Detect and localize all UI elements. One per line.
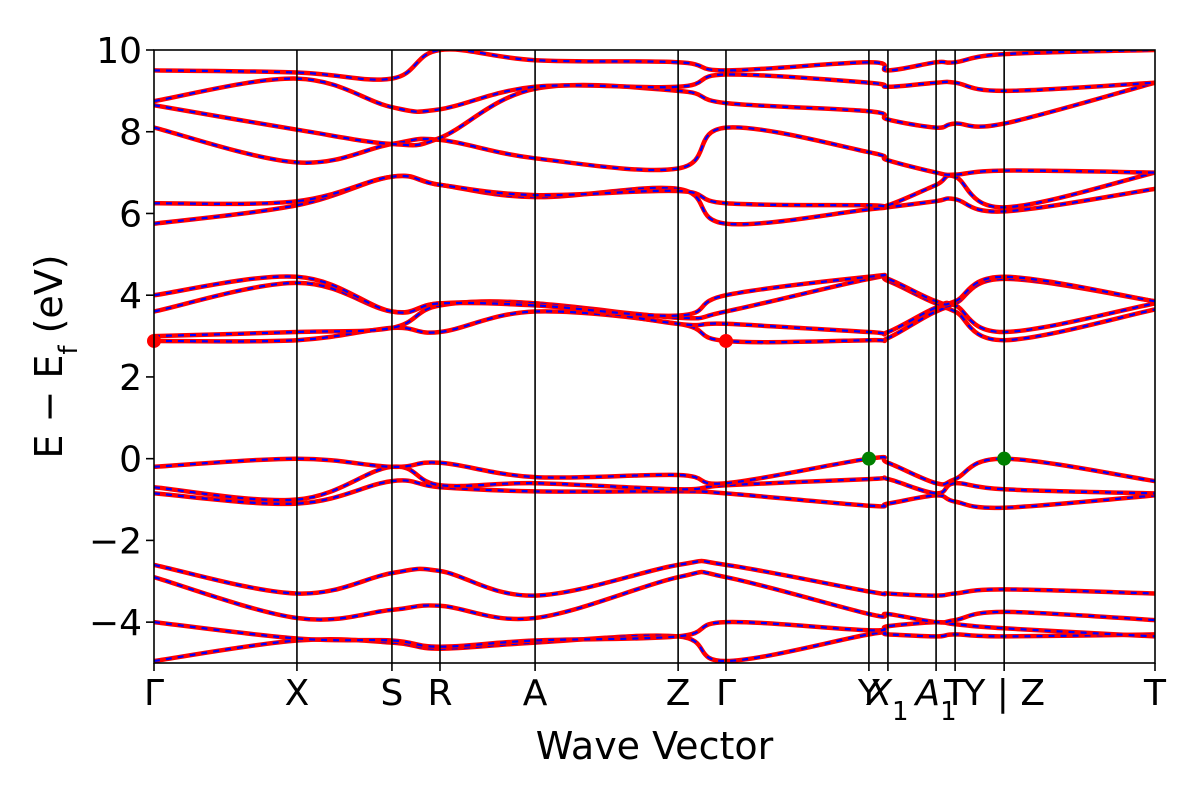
y-tick-label: −4 xyxy=(89,603,142,644)
x-tick-label: S xyxy=(381,673,404,714)
band-1-spin-down xyxy=(154,620,1155,648)
x-tick-label: Y | Z xyxy=(962,673,1045,714)
band-8-spin-down xyxy=(154,300,1155,338)
y-tick-label: 6 xyxy=(119,194,142,235)
y-axis-label-sub: f xyxy=(54,345,84,355)
x-tick-label: R xyxy=(427,673,452,714)
y-tick-label: 2 xyxy=(119,358,142,399)
x-tick-label: T xyxy=(943,673,967,714)
x-tick-label: Γ xyxy=(716,673,736,714)
y-tick-label: 0 xyxy=(119,440,142,481)
y-tick-label: 4 xyxy=(119,276,142,317)
band-6-spin-down xyxy=(154,456,1155,486)
x-tick-label: X xyxy=(285,673,310,714)
plot-frame xyxy=(153,49,1156,664)
y-axis-label: E − Ef (eV) xyxy=(27,254,84,458)
band-14-spin-down xyxy=(154,81,1155,147)
x-tick-label: Y xyxy=(857,673,881,714)
band-12-spin-down xyxy=(154,171,1155,209)
y-tick-label: 10 xyxy=(96,31,142,72)
x-tick-label: X1 xyxy=(865,673,908,727)
vbm-marker-2 xyxy=(861,451,876,466)
y-axis-label-unit: (eV) xyxy=(27,254,71,345)
y-axis-label-base: E − E xyxy=(27,355,71,459)
x-tick-label: A1 xyxy=(913,673,956,727)
x-tick-label: Γ xyxy=(144,673,164,714)
x-axis-label: Wave Vector xyxy=(536,724,774,768)
band-13-spin-down xyxy=(154,126,1155,176)
cbm-marker-1 xyxy=(718,333,733,348)
x-tick-label: Z xyxy=(666,673,691,714)
vbm-marker-3 xyxy=(997,451,1012,466)
band-2-spin-down xyxy=(154,570,1155,624)
x-tick-label: A xyxy=(523,673,548,714)
y-tick-label: 8 xyxy=(119,113,142,154)
y-tick-label: −2 xyxy=(89,521,142,562)
y-axis-ticks: −4 −2 0 2 4 6 8 10 xyxy=(89,31,154,644)
x-tick-label: T xyxy=(1143,673,1167,714)
high-symmetry-lines xyxy=(296,50,1005,663)
band-edge-markers xyxy=(147,333,1012,466)
